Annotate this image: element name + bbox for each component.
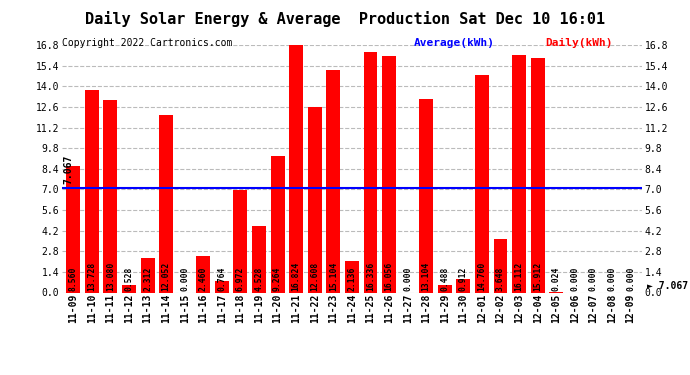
- Text: 0.024: 0.024: [552, 266, 561, 291]
- Text: 13.728: 13.728: [88, 261, 97, 291]
- Text: 0.528: 0.528: [124, 266, 133, 291]
- Text: 2.460: 2.460: [199, 266, 208, 291]
- Text: 6.972: 6.972: [236, 266, 245, 291]
- Text: 0.000: 0.000: [607, 266, 616, 291]
- Bar: [382, 56, 396, 292]
- Text: 0.764: 0.764: [217, 266, 226, 291]
- Bar: [289, 45, 303, 292]
- Bar: [252, 226, 266, 292]
- Text: 7.067: 7.067: [63, 154, 73, 184]
- Text: 0.000: 0.000: [180, 266, 189, 291]
- Text: 4.528: 4.528: [255, 266, 264, 291]
- Bar: [438, 285, 452, 292]
- Text: 16.824: 16.824: [292, 261, 301, 291]
- Bar: [141, 258, 155, 292]
- Bar: [66, 166, 80, 292]
- Text: 13.080: 13.080: [106, 261, 115, 291]
- Text: 15.104: 15.104: [329, 261, 338, 291]
- Text: 0.912: 0.912: [459, 266, 468, 291]
- Text: 2.136: 2.136: [347, 266, 357, 291]
- Text: 16.056: 16.056: [384, 261, 393, 291]
- Bar: [456, 279, 471, 292]
- Text: Copyright 2022 Cartronics.com: Copyright 2022 Cartronics.com: [62, 38, 233, 48]
- Bar: [512, 55, 526, 292]
- Text: 0.000: 0.000: [626, 266, 635, 291]
- Bar: [85, 90, 99, 292]
- Bar: [475, 75, 489, 292]
- Bar: [364, 52, 377, 292]
- Bar: [308, 107, 322, 292]
- Text: Daily(kWh): Daily(kWh): [545, 38, 613, 48]
- Text: 12.608: 12.608: [310, 261, 319, 291]
- Text: 0.488: 0.488: [440, 266, 449, 291]
- Text: 0.000: 0.000: [403, 266, 412, 291]
- Text: Daily Solar Energy & Average  Production Sat Dec 10 16:01: Daily Solar Energy & Average Production …: [85, 11, 605, 27]
- Text: 13.104: 13.104: [422, 261, 431, 291]
- Bar: [215, 281, 229, 292]
- Bar: [326, 70, 340, 292]
- Text: 16.112: 16.112: [515, 261, 524, 291]
- Text: 12.052: 12.052: [161, 261, 170, 291]
- Bar: [531, 58, 544, 292]
- Text: 14.760: 14.760: [477, 261, 486, 291]
- Text: 15.912: 15.912: [533, 261, 542, 291]
- Text: 3.648: 3.648: [496, 266, 505, 291]
- Text: 9.264: 9.264: [273, 266, 282, 291]
- Bar: [345, 261, 359, 292]
- Text: Average(kWh): Average(kWh): [414, 38, 495, 48]
- Text: ► 7.067: ► 7.067: [647, 281, 689, 291]
- Bar: [122, 285, 136, 292]
- Text: 2.312: 2.312: [143, 266, 152, 291]
- Bar: [420, 99, 433, 292]
- Bar: [233, 190, 248, 292]
- Text: 8.560: 8.560: [69, 266, 78, 291]
- Bar: [197, 256, 210, 292]
- Bar: [159, 115, 173, 292]
- Text: 16.336: 16.336: [366, 261, 375, 291]
- Bar: [493, 239, 507, 292]
- Bar: [270, 156, 284, 292]
- Bar: [104, 100, 117, 292]
- Text: 0.000: 0.000: [589, 266, 598, 291]
- Text: 0.000: 0.000: [571, 266, 580, 291]
